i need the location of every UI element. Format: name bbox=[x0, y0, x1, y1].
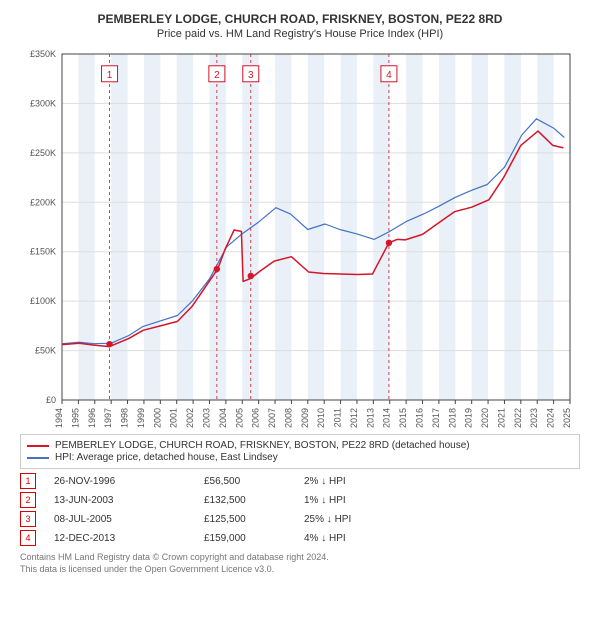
footnote: Contains HM Land Registry data © Crown c… bbox=[20, 552, 580, 575]
sale-marker-icon: 3 bbox=[20, 511, 36, 527]
svg-text:£200K: £200K bbox=[30, 197, 56, 207]
svg-text:£150K: £150K bbox=[30, 247, 56, 257]
sale-diff-hpi: 1% ↓ HPI bbox=[304, 495, 394, 506]
chart-title-address: PEMBERLEY LODGE, CHURCH ROAD, FRISKNEY, … bbox=[10, 12, 590, 26]
sale-marker-icon: 1 bbox=[20, 473, 36, 489]
svg-text:2019: 2019 bbox=[464, 408, 474, 428]
svg-text:2008: 2008 bbox=[283, 408, 293, 428]
svg-text:1999: 1999 bbox=[136, 408, 146, 428]
svg-text:1996: 1996 bbox=[87, 408, 97, 428]
svg-text:2015: 2015 bbox=[398, 408, 408, 428]
svg-text:2022: 2022 bbox=[513, 408, 523, 428]
svg-text:2021: 2021 bbox=[496, 408, 506, 428]
sale-marker-icon: 2 bbox=[20, 492, 36, 508]
footnote-line1: Contains HM Land Registry data © Crown c… bbox=[20, 552, 580, 564]
svg-text:2017: 2017 bbox=[431, 408, 441, 428]
svg-text:£300K: £300K bbox=[30, 98, 56, 108]
svg-text:2013: 2013 bbox=[365, 408, 375, 428]
sale-price: £159,000 bbox=[204, 533, 304, 544]
svg-text:2004: 2004 bbox=[218, 408, 228, 428]
svg-text:1997: 1997 bbox=[103, 408, 113, 428]
sale-diff-hpi: 2% ↓ HPI bbox=[304, 476, 394, 487]
svg-text:2006: 2006 bbox=[251, 408, 261, 428]
table-row: 4 12-DEC-2013 £159,000 4% ↓ HPI bbox=[20, 530, 580, 546]
svg-text:1: 1 bbox=[107, 70, 113, 81]
svg-text:2009: 2009 bbox=[300, 408, 310, 428]
legend-label-blue: HPI: Average price, detached house, East… bbox=[55, 452, 278, 463]
svg-text:2002: 2002 bbox=[185, 408, 195, 428]
svg-text:2003: 2003 bbox=[201, 408, 211, 428]
chart-title-subtitle: Price paid vs. HM Land Registry's House … bbox=[10, 28, 590, 40]
sale-price: £56,500 bbox=[204, 476, 304, 487]
legend-row-hpi: HPI: Average price, detached house, East… bbox=[27, 452, 573, 463]
svg-text:2010: 2010 bbox=[316, 408, 326, 428]
sale-price: £125,500 bbox=[204, 514, 304, 525]
svg-text:1994: 1994 bbox=[54, 408, 64, 428]
svg-text:2000: 2000 bbox=[152, 408, 162, 428]
table-row: 2 13-JUN-2003 £132,500 1% ↓ HPI bbox=[20, 492, 580, 508]
sale-price: £132,500 bbox=[204, 495, 304, 506]
legend-row-property: PEMBERLEY LODGE, CHURCH ROAD, FRISKNEY, … bbox=[27, 440, 573, 451]
svg-text:£350K: £350K bbox=[30, 49, 56, 59]
svg-text:£250K: £250K bbox=[30, 148, 56, 158]
sale-diff-hpi: 25% ↓ HPI bbox=[304, 514, 394, 525]
legend-swatch-blue bbox=[27, 457, 49, 459]
svg-text:2014: 2014 bbox=[382, 408, 392, 428]
svg-text:1998: 1998 bbox=[120, 408, 130, 428]
svg-text:2001: 2001 bbox=[169, 408, 179, 428]
svg-text:£0: £0 bbox=[46, 395, 56, 405]
legend-label-red: PEMBERLEY LODGE, CHURCH ROAD, FRISKNEY, … bbox=[55, 440, 470, 451]
svg-text:2011: 2011 bbox=[333, 408, 343, 427]
svg-text:2: 2 bbox=[214, 70, 220, 81]
svg-text:2023: 2023 bbox=[529, 408, 539, 428]
svg-text:£50K: £50K bbox=[35, 346, 56, 356]
sale-date: 08-JUL-2005 bbox=[54, 514, 204, 525]
svg-text:2024: 2024 bbox=[546, 408, 556, 428]
sale-date: 12-DEC-2013 bbox=[54, 533, 204, 544]
table-row: 1 26-NOV-1996 £56,500 2% ↓ HPI bbox=[20, 473, 580, 489]
sale-diff-hpi: 4% ↓ HPI bbox=[304, 533, 394, 544]
sales-table: 1 26-NOV-1996 £56,500 2% ↓ HPI 2 13-JUN-… bbox=[20, 473, 580, 546]
table-row: 3 08-JUL-2005 £125,500 25% ↓ HPI bbox=[20, 511, 580, 527]
sale-marker-icon: 4 bbox=[20, 530, 36, 546]
svg-text:2007: 2007 bbox=[267, 408, 277, 428]
svg-text:1995: 1995 bbox=[70, 408, 80, 428]
svg-text:2025: 2025 bbox=[562, 408, 572, 428]
svg-text:3: 3 bbox=[248, 70, 254, 81]
svg-text:2012: 2012 bbox=[349, 408, 359, 428]
chart-legend: PEMBERLEY LODGE, CHURCH ROAD, FRISKNEY, … bbox=[20, 434, 580, 469]
legend-swatch-red bbox=[27, 445, 49, 447]
svg-text:2018: 2018 bbox=[447, 408, 457, 428]
price-chart: £0 £50K £100K £150K £200K £250K £300K £350K 1994… bbox=[20, 48, 580, 428]
svg-text:4: 4 bbox=[386, 70, 392, 81]
svg-text:2016: 2016 bbox=[415, 408, 425, 428]
sale-date: 26-NOV-1996 bbox=[54, 476, 204, 487]
sale-date: 13-JUN-2003 bbox=[54, 495, 204, 506]
svg-text:£100K: £100K bbox=[30, 296, 56, 306]
svg-text:2020: 2020 bbox=[480, 408, 490, 428]
chart-svg: £0 £50K £100K £150K £200K £250K £300K £350K 1994… bbox=[20, 48, 580, 428]
footnote-line2: This data is licensed under the Open Gov… bbox=[20, 564, 580, 576]
svg-text:2005: 2005 bbox=[234, 408, 244, 428]
